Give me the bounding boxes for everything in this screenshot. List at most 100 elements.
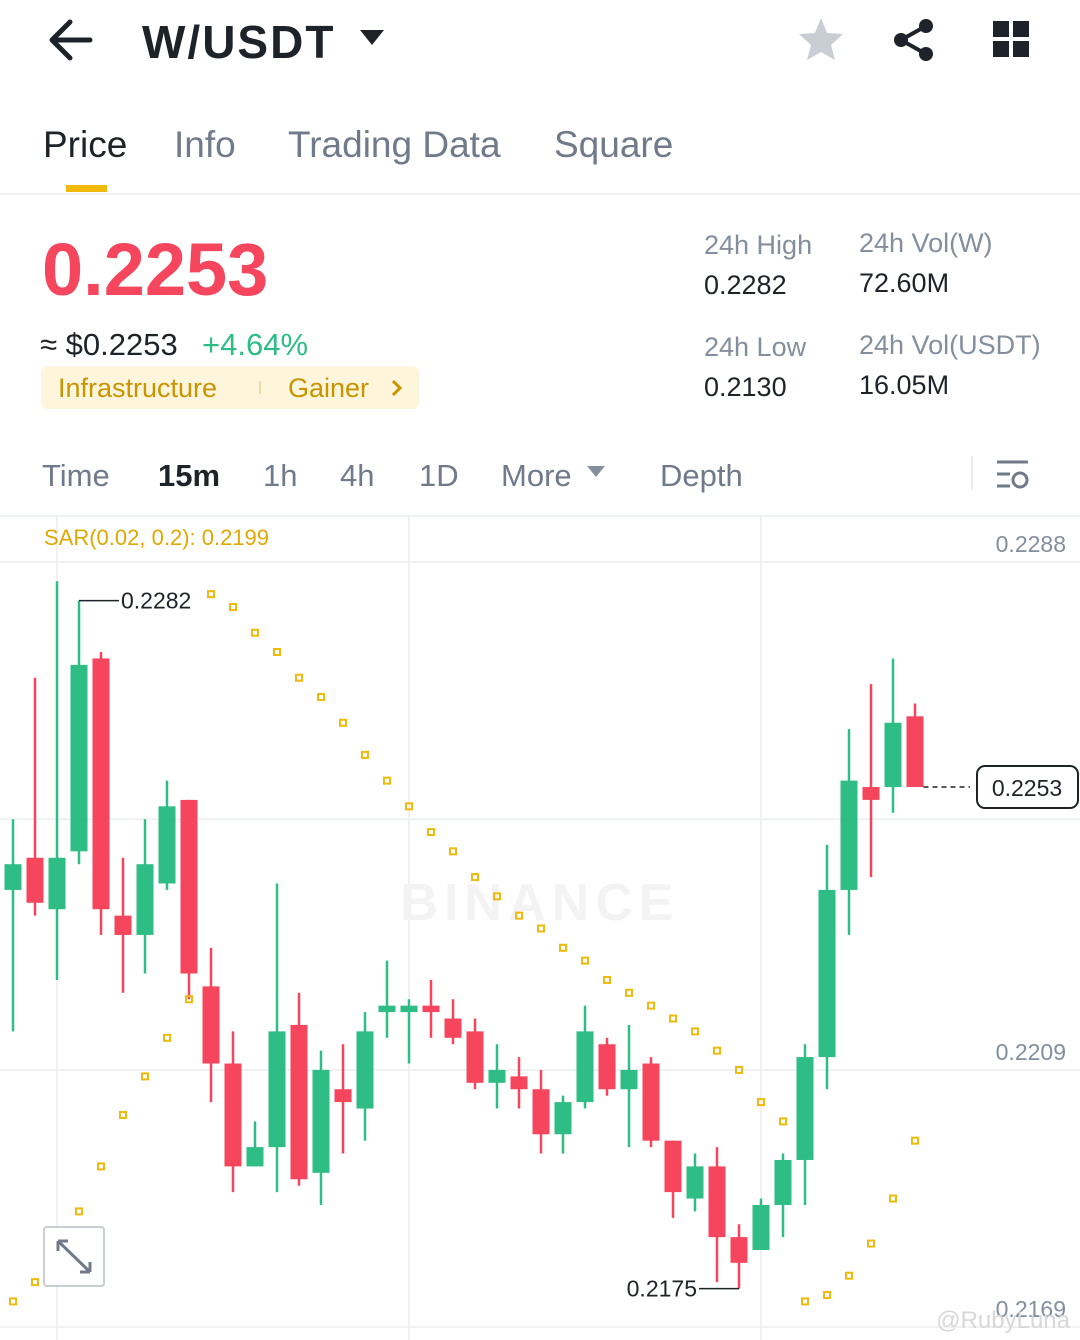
sar-dot xyxy=(845,1271,853,1280)
credit: @RubyLuna xyxy=(936,1307,1070,1334)
menu-grid[interactable] xyxy=(993,21,1029,57)
timeframe[interactable]: Depth xyxy=(660,458,743,493)
candle-body xyxy=(422,1005,440,1013)
back-arrow xyxy=(49,19,93,61)
tab-indicator xyxy=(66,185,107,192)
candle-body xyxy=(26,857,44,903)
sar-dot xyxy=(207,590,215,599)
sar-dot xyxy=(581,956,589,965)
tag-box xyxy=(41,366,419,409)
timeframe[interactable]: Time xyxy=(42,458,110,493)
tab[interactable]: Trading Data xyxy=(288,124,501,165)
candle-body xyxy=(752,1204,770,1250)
sar-dot xyxy=(317,693,325,702)
sar-dot xyxy=(647,1001,655,1010)
divider xyxy=(0,193,1080,195)
tag-chevron xyxy=(391,379,403,397)
favorite-star[interactable] xyxy=(799,18,843,60)
candle-body xyxy=(730,1237,748,1263)
sar-dot xyxy=(713,1046,721,1055)
timeframe[interactable]: 4h xyxy=(340,458,374,493)
candle-body xyxy=(554,1102,572,1135)
plot: 0.22880.22480.22090.21690.22820.21750.22… xyxy=(0,531,1080,1329)
share-lines xyxy=(896,24,927,56)
sar-dot xyxy=(141,1072,149,1081)
sar-dot xyxy=(427,828,435,837)
sar-dot xyxy=(75,1207,83,1216)
stat-value: 0.2282 xyxy=(704,270,787,300)
sar-dot xyxy=(339,718,347,727)
candle-body xyxy=(378,1005,396,1013)
timeframe[interactable]: 15m xyxy=(158,458,220,493)
more-caret xyxy=(587,466,605,477)
sar-dot xyxy=(779,1117,787,1126)
candle-body xyxy=(180,799,198,974)
sar-dot xyxy=(383,776,391,785)
chart-settings[interactable] xyxy=(997,460,1029,489)
sar-dot xyxy=(801,1297,809,1306)
max-label: 0.2282 xyxy=(121,588,191,614)
candle-body xyxy=(774,1159,792,1205)
sar-dot xyxy=(889,1194,897,1203)
expand-button[interactable] xyxy=(43,1226,105,1287)
timeframe[interactable]: 1h xyxy=(263,458,297,493)
candle-body xyxy=(70,664,88,852)
sar-dot xyxy=(757,1098,765,1107)
candle-body xyxy=(818,889,836,1058)
back-button[interactable] xyxy=(49,19,93,61)
pair-title[interactable]: W/USDT xyxy=(142,16,335,68)
y-tick-label: 0.2169 xyxy=(996,1296,1066,1322)
candle-body xyxy=(92,658,110,910)
last-price: 0.2253 xyxy=(42,228,268,311)
sar-dot xyxy=(515,911,523,920)
candle-body xyxy=(664,1140,682,1193)
price-change: +4.64% xyxy=(202,327,308,362)
candle-body xyxy=(334,1089,352,1103)
grid-cell xyxy=(993,41,1009,57)
settings-gear xyxy=(1011,471,1029,489)
share-button[interactable] xyxy=(894,19,933,61)
candle-body xyxy=(444,1018,462,1038)
candle-body xyxy=(686,1166,704,1199)
stat-label: 24h Low xyxy=(704,332,807,362)
sar-dot xyxy=(163,1033,171,1042)
candle-body xyxy=(290,1024,308,1180)
stat-value: 72.60M xyxy=(859,268,949,298)
tab[interactable]: Info xyxy=(174,124,236,165)
timeframe[interactable]: 1D xyxy=(419,458,459,493)
sar-dot xyxy=(537,924,545,933)
sar-dot xyxy=(867,1239,875,1248)
timeframe[interactable]: More xyxy=(501,458,572,493)
last-price-label: 0.2253 xyxy=(992,775,1062,801)
tab[interactable]: Price xyxy=(43,124,127,165)
sar-dot xyxy=(669,1014,677,1023)
expand-icon xyxy=(56,1239,92,1274)
candle-body xyxy=(796,1057,814,1160)
candle-body xyxy=(620,1069,638,1090)
sar-dot xyxy=(97,1162,105,1171)
stat-value: 16.05M xyxy=(859,370,949,400)
sar-dot xyxy=(603,975,611,984)
candle-body xyxy=(400,1005,418,1013)
sar-dot xyxy=(823,1290,831,1299)
candle-body xyxy=(202,986,220,1064)
sar-dot xyxy=(229,603,237,612)
watermark: BINANCE xyxy=(401,874,680,932)
settings-lines xyxy=(997,460,1028,488)
sar-dot xyxy=(273,648,281,657)
sar-dot xyxy=(735,1065,743,1074)
tag[interactable]: Gainer xyxy=(288,373,369,403)
tag[interactable]: Infrastructure xyxy=(58,373,217,403)
tag-separator xyxy=(259,381,261,394)
y-tick-label: 0.2209 xyxy=(996,1039,1066,1065)
sar-dot xyxy=(31,1278,39,1287)
divider xyxy=(971,456,973,490)
sar-dot xyxy=(493,892,501,901)
candle-body xyxy=(136,864,154,935)
candle-body xyxy=(268,1031,286,1148)
tab[interactable]: Square xyxy=(554,124,673,165)
pair-dropdown[interactable] xyxy=(360,30,384,45)
sar-dot xyxy=(361,750,369,759)
candle-body xyxy=(466,1031,484,1083)
